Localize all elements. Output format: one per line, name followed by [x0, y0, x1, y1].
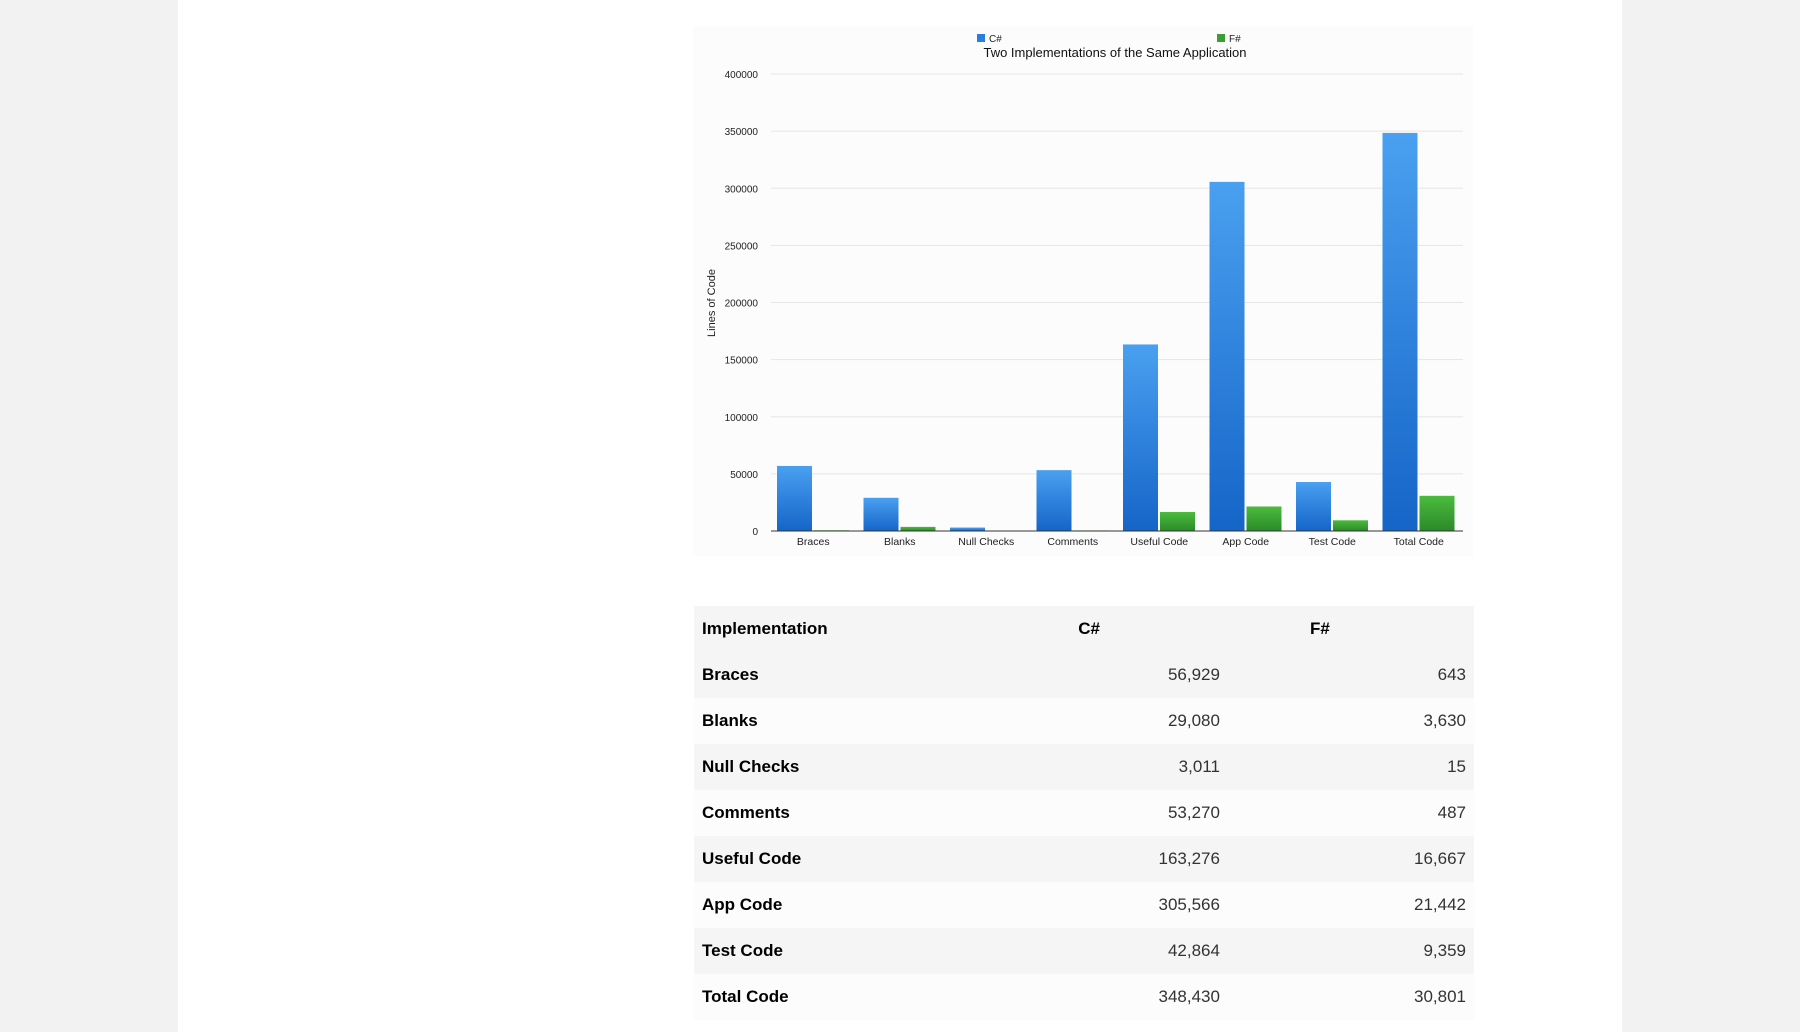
bars [777, 132, 1455, 531]
fs-value: 30,801 [1414, 987, 1466, 1006]
x-tick-labels: Braces Blanks Null Checks Comments Useful Co… [797, 536, 1444, 548]
bar-chart: 0 50000 100000 150000 200000 250000 300000 3500… [706, 34, 1463, 548]
chart-container: 0 50000 100000 150000 200000 250000 300000 3500… [693, 26, 1473, 556]
y-tick-label: 100000 [725, 413, 759, 424]
row-label: Total Code [702, 987, 789, 1006]
table-header-row: Implementation C# F# [694, 606, 1474, 652]
table-row: Comments 53,270 487 [694, 790, 1474, 836]
row-label: Useful Code [702, 849, 802, 868]
x-tick-label: Useful Code [1130, 536, 1188, 548]
fs-value: 15 [1447, 757, 1466, 776]
y-tick-label: 350000 [725, 127, 759, 138]
row-label: Null Checks [702, 757, 800, 776]
bar-cs [1382, 132, 1418, 531]
bar-fs [1160, 511, 1195, 531]
bar-fs [1246, 506, 1282, 531]
cs-value: 56,929 [1167, 665, 1220, 684]
header-cs: C# [1078, 619, 1100, 638]
bar-cs [777, 465, 812, 531]
row-label: App Code [702, 895, 783, 914]
cs-value: 163,276 [1158, 849, 1220, 868]
bar-cs [863, 497, 899, 531]
table-row: Braces 56,929 643 [694, 652, 1474, 698]
header-fs: F# [1309, 619, 1330, 638]
table-row: Useful Code 163,276 16,667 [694, 836, 1474, 882]
row-label: Test Code [702, 941, 783, 960]
bar-cs [1036, 470, 1072, 531]
x-tick-label: Blanks [884, 536, 916, 548]
row-label: Braces [702, 665, 759, 684]
legend: C# F# [977, 34, 1241, 45]
cs-value: 53,270 [1167, 803, 1220, 822]
legend-swatch [977, 34, 985, 42]
row-label: Blanks [702, 711, 758, 730]
fs-value: 3,630 [1423, 711, 1466, 730]
fs-value: 21,442 [1414, 895, 1466, 914]
bar-cs [950, 527, 985, 531]
table-row: Test Code 42,864 9,359 [694, 928, 1474, 974]
row-label: Comments [702, 803, 790, 822]
y-axis-label: Lines of Code [706, 269, 718, 337]
cs-value: 3,011 [1178, 757, 1220, 776]
cs-value: 305,566 [1158, 895, 1220, 914]
legend-swatch [1217, 34, 1225, 42]
table-row: Total Code 348,430 30,801 [694, 974, 1474, 1020]
cs-value: 29,080 [1167, 711, 1220, 730]
bar-fs [1333, 520, 1368, 531]
x-tick-label: Total Code [1394, 536, 1444, 548]
x-tick-label: Test Code [1309, 536, 1356, 548]
fs-value: 643 [1437, 665, 1466, 684]
y-tick-label: 200000 [725, 299, 759, 310]
bar-cs [1296, 482, 1331, 531]
fs-value: 9,359 [1423, 941, 1466, 960]
x-tick-label: Comments [1047, 536, 1098, 548]
table-row: Null Checks 3,011 15 [694, 744, 1474, 790]
bar-fs [900, 526, 936, 531]
x-tick-label: Null Checks [958, 536, 1014, 548]
bar-cs [1209, 181, 1245, 531]
data-table: Implementation C# F# Braces 56,929 643 B… [694, 606, 1474, 1020]
y-tick-label: 250000 [725, 241, 759, 252]
y-tick-labels: 0 50000 100000 150000 200000 250000 300000 3500… [725, 70, 759, 538]
x-tick-label: App Code [1222, 536, 1269, 548]
fs-value: 16,667 [1414, 849, 1466, 868]
page: 0 50000 100000 150000 200000 250000 300000 3500… [178, 0, 1622, 1032]
x-tick-label: Braces [797, 536, 830, 548]
fs-value: 487 [1437, 803, 1466, 822]
table-row: App Code 305,566 21,442 [694, 882, 1474, 928]
y-tick-label: 400000 [725, 70, 759, 81]
chart-title: Two Implementations of the Same Applicat… [983, 45, 1246, 60]
legend-label: F# [1229, 34, 1241, 45]
y-tick-label: 0 [752, 527, 758, 538]
y-tick-label: 150000 [725, 356, 759, 367]
bar-cs [1123, 344, 1158, 531]
header-implementation: Implementation [702, 619, 828, 638]
cs-value: 42,864 [1167, 941, 1220, 960]
legend-label: C# [989, 34, 1002, 45]
y-tick-label: 300000 [725, 184, 759, 195]
grid-lines [771, 73, 1463, 475]
y-tick-label: 50000 [730, 470, 758, 481]
bar-fs [1419, 495, 1455, 531]
table-row: Blanks 29,080 3,630 [694, 698, 1474, 744]
cs-value: 348,430 [1158, 987, 1220, 1006]
